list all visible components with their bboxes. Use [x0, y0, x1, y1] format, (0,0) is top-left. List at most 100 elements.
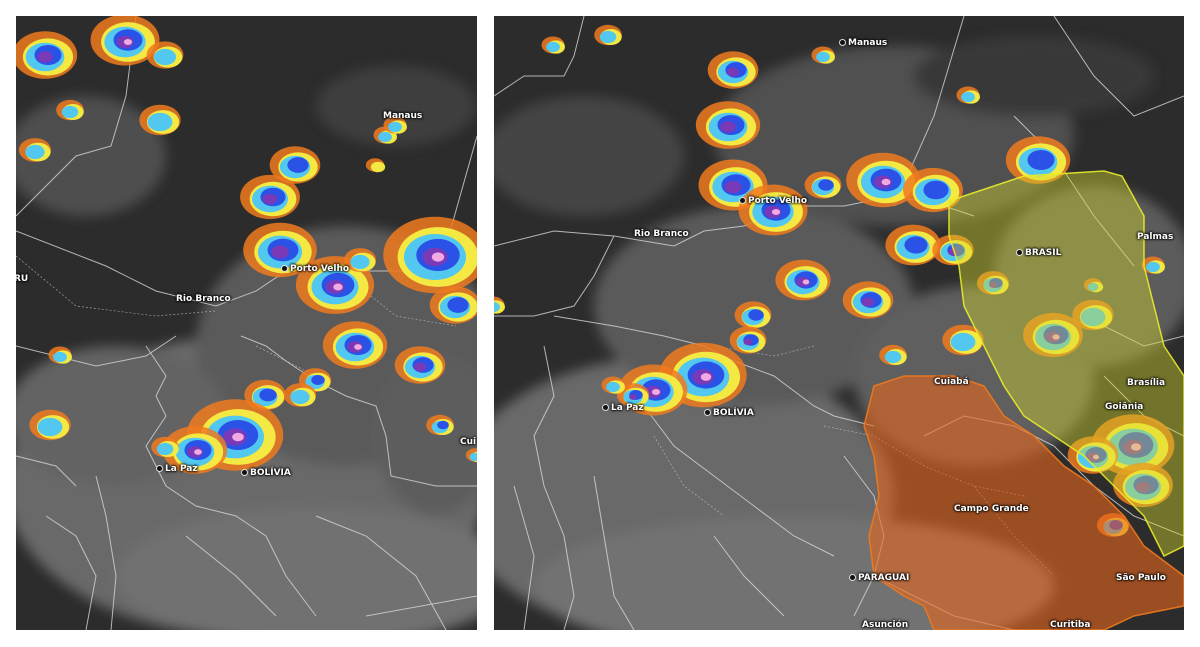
storm-cell	[494, 296, 505, 314]
map-right-graphics	[494, 16, 1184, 630]
storm-cell	[383, 216, 477, 294]
storm-cell	[365, 158, 386, 173]
storm-cell	[162, 426, 228, 474]
storm-cell	[394, 346, 446, 384]
label-curitiba: Curitiba	[1050, 620, 1091, 630]
storm-cell	[842, 281, 894, 319]
label-cuiaba-partial: Cui	[460, 437, 477, 447]
storm-cell	[1141, 256, 1165, 274]
label-paraguai-text: PARAGUAI	[858, 573, 910, 583]
storm-cell	[343, 248, 377, 272]
label-asuncion: Asunción	[862, 620, 909, 630]
storm-cell	[18, 138, 52, 162]
storm-cell	[240, 174, 300, 220]
label-paraguai: PARAGUAI	[849, 573, 909, 583]
city-marker	[156, 465, 163, 472]
label-la-paz: La Paz	[602, 403, 644, 413]
storm-cell	[659, 342, 747, 408]
label-brasil-text: BRASIL	[1025, 248, 1062, 258]
label-porto-velho: Porto Velho	[281, 264, 349, 274]
city-marker	[839, 39, 846, 46]
storm-cell	[729, 326, 767, 354]
storm-cell	[244, 379, 286, 411]
storm-cell	[1083, 278, 1104, 293]
storm-cell	[976, 271, 1010, 295]
label-la-paz: La Paz	[156, 464, 198, 474]
label-bolivia-text: BOLÍVIA	[713, 408, 754, 418]
storm-cell	[243, 222, 317, 278]
storm-cell	[1067, 436, 1119, 474]
storm-cell	[426, 414, 454, 436]
city-marker	[849, 574, 856, 581]
storm-cell	[903, 167, 963, 213]
label-cuiaba: Cuiabá	[934, 377, 969, 387]
storm-cell	[1005, 136, 1071, 184]
city-marker	[739, 197, 746, 204]
label-la-paz-text: La Paz	[165, 464, 198, 474]
map-left-graphics	[16, 16, 477, 630]
storm-cell	[601, 376, 625, 394]
storm-cell	[322, 321, 388, 369]
label-rio-branco: Rio Branco	[176, 294, 231, 304]
storm-cell	[16, 31, 78, 79]
storm-cell	[811, 46, 835, 64]
storm-cell	[1023, 312, 1083, 358]
storm-cell	[56, 99, 84, 121]
city-marker	[241, 469, 248, 476]
storm-cell	[738, 184, 808, 236]
yellow-alert-area	[948, 170, 1184, 558]
label-bolivia: BOLÍVIA	[241, 468, 291, 478]
label-brasil: BRASIL	[1016, 248, 1061, 258]
storm-cell	[885, 224, 941, 266]
label-campo-grande: Campo Grande	[954, 504, 1029, 514]
label-porto-velho-text: Porto Velho	[748, 196, 808, 206]
storm-cell	[879, 344, 907, 366]
storm-cell	[146, 41, 184, 69]
storm-cell	[1072, 299, 1114, 331]
label-porto-velho: Porto Velho	[739, 196, 807, 206]
storm-cell	[1113, 462, 1173, 508]
label-bolivia-text: BOLÍVIA	[250, 468, 291, 478]
city-marker	[281, 265, 288, 272]
label-manaus-text: Manaus	[848, 38, 888, 48]
label-porto-velho-text: Porto Velho	[290, 264, 350, 274]
label-brasilia: Brasília	[1127, 378, 1166, 388]
storm-cell	[942, 324, 984, 356]
storm-cell	[283, 383, 317, 407]
storm-cell	[956, 86, 980, 104]
storm-cell	[616, 383, 650, 407]
storm-cell	[775, 259, 831, 301]
label-manaus: Manaus	[839, 38, 887, 48]
storm-cell	[429, 286, 477, 324]
city-marker	[1016, 249, 1023, 256]
label-manaus: Manaus	[383, 111, 423, 121]
city-marker	[602, 404, 609, 411]
label-palmas: Palmas	[1137, 232, 1174, 242]
storm-cell	[90, 16, 160, 66]
storm-cell	[804, 171, 842, 199]
storm-cell	[383, 116, 407, 134]
label-la-paz-text: La Paz	[611, 403, 644, 413]
storm-cell	[541, 36, 565, 54]
storm-cell	[48, 346, 72, 364]
satellite-map-left: Manaus Porto Velho Rio Branco RU La Paz …	[16, 16, 477, 630]
storm-cell	[734, 301, 772, 329]
storm-cell	[707, 51, 759, 89]
storm-cell	[269, 146, 321, 184]
storm-cell	[594, 24, 622, 46]
storm-cell	[139, 104, 181, 136]
convective-storm-cells	[494, 24, 1175, 537]
label-rio-branco: Rio Branco	[634, 229, 689, 239]
label-ru: RU	[16, 274, 29, 284]
storm-cell	[846, 152, 920, 208]
storm-cell	[932, 234, 974, 266]
convective-storm-cells	[16, 16, 477, 474]
storm-cell	[29, 409, 71, 441]
gray-cloud-cover	[16, 66, 477, 630]
storm-cell	[465, 448, 477, 463]
city-marker	[704, 409, 711, 416]
label-bolivia: BOLÍVIA	[704, 408, 754, 418]
label-sao-paulo: São Paulo	[1116, 573, 1166, 583]
satellite-map-right: Manaus Porto Velho Rio Branco La Paz BOL…	[494, 16, 1184, 630]
orange-alert-area	[863, 375, 1184, 630]
